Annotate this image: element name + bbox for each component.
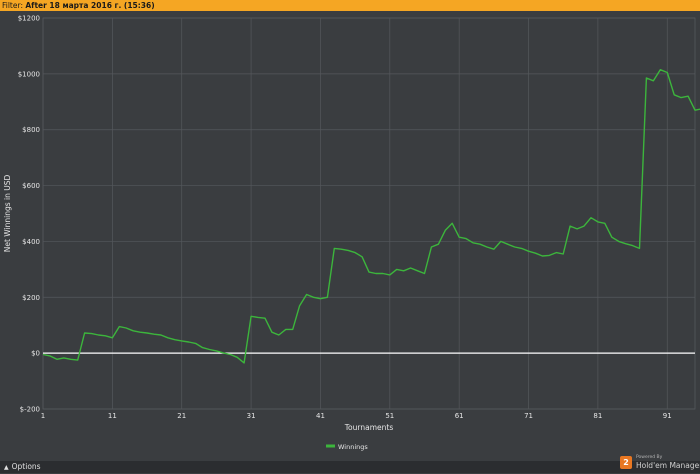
y-tick-label: $400 xyxy=(22,238,40,246)
y-tick-label: $800 xyxy=(22,126,40,134)
y-tick-label: $200 xyxy=(22,294,40,302)
options-button[interactable]: ▲ Options xyxy=(4,461,41,473)
y-tick-label: $-200 xyxy=(20,406,40,414)
x-tick-label: 71 xyxy=(524,412,533,420)
y-tick-label: $1000 xyxy=(18,70,40,78)
x-axis-title: Tournaments xyxy=(344,423,394,432)
caret-up-icon: ▲ xyxy=(4,464,9,471)
x-tick-label: 41 xyxy=(316,412,325,420)
y-tick-label: $600 xyxy=(22,182,40,190)
filter-value[interactable]: After 18 марта 2016 г. (15:36) xyxy=(25,1,155,10)
x-tick-label: 81 xyxy=(593,412,602,420)
brand-name: Hold'em Manager xyxy=(636,461,700,470)
x-tick-label: 31 xyxy=(247,412,256,420)
legend: Winnings xyxy=(326,443,368,451)
options-bar: ▲ Options xyxy=(0,461,700,473)
y-tick-label: $0 xyxy=(31,350,40,358)
y-axis-title: Net Winnings in USD xyxy=(3,175,12,253)
powered-by-text: Powered By xyxy=(636,455,663,460)
filter-label: Filter: xyxy=(2,1,23,10)
x-tick-label: 51 xyxy=(385,412,394,420)
winnings-chart: $-200 $0 $200 $400 $600 $800 $1000 $1200 1 11 21 31… xyxy=(0,11,700,461)
x-tick-label: 11 xyxy=(108,412,117,420)
legend-label: Winnings xyxy=(338,443,368,451)
x-tick-label: 1 xyxy=(41,412,45,420)
hm2-logo-icon: 2 xyxy=(620,456,632,469)
holdem-manager-logo: 2 Powered By Hold'em Manager xyxy=(618,452,700,473)
filter-bar: Filter: After 18 марта 2016 г. (15:36) xyxy=(0,0,700,11)
plot-border xyxy=(42,17,696,410)
x-tick-label: 91 xyxy=(663,412,672,420)
series-line-winnings xyxy=(42,69,700,364)
legend-swatch xyxy=(326,444,335,448)
x-tick-label: 21 xyxy=(177,412,186,420)
y-tick-label: $1200 xyxy=(18,15,40,23)
x-tick-label: 61 xyxy=(455,412,464,420)
options-label: Options xyxy=(11,462,41,471)
